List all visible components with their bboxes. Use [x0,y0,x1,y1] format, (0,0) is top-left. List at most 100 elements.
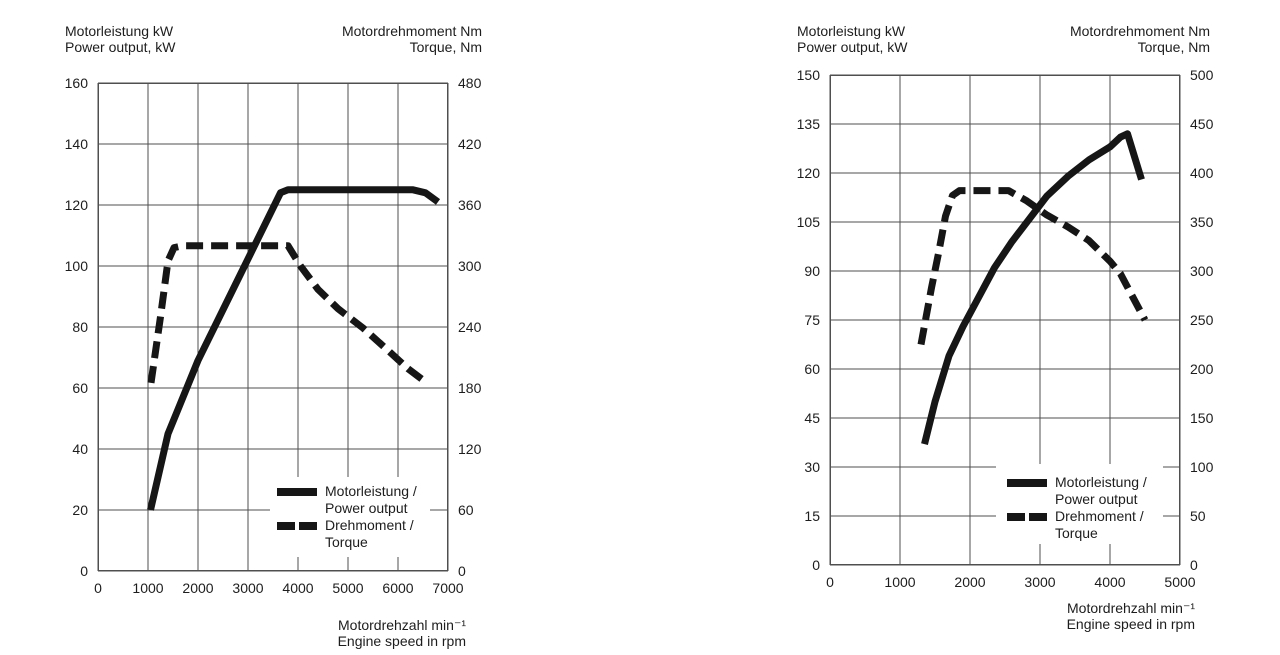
chart2-x-axis-title: Motordrehzahl min⁻¹ Engine speed in rpm [1067,600,1195,632]
x-axis-tick-label: 1000 [132,580,164,596]
dashed-line-swatch-icon [277,522,317,530]
left-axis-tick-label: 150 [796,67,820,83]
right-axis-tick-label: 350 [1190,214,1214,230]
legend-label-line: Motorleistung / [325,483,417,499]
legend-label-power: Motorleistung / Power output [1055,474,1147,508]
left-axis-tick-label: 15 [804,508,820,524]
left-axis-tick-label: 160 [64,75,88,91]
left-axis-tick-label: 60 [72,380,88,396]
right-axis-tick-label: 180 [458,380,482,396]
left-axis-tick-label: 40 [72,441,88,457]
chart2-legend: Motorleistung / Power output Drehmoment … [996,464,1163,544]
left-axis-tick-label: 80 [72,319,88,335]
axis-title-line: Motorleistung kW [797,23,906,39]
power-curve [147,186,441,511]
solid-line-swatch-icon [277,488,317,496]
right-axis-tick-label: 100 [1190,459,1214,475]
x-axis-tick-label: 0 [826,574,834,590]
x-axis-tick-label: 4000 [282,580,314,596]
right-axis-tick-label: 400 [1190,165,1214,181]
axis-title-line: Motordrehmoment Nm [341,23,482,39]
x-axis-tick-label: 0 [94,580,102,596]
left-axis-tick-label: 100 [64,258,88,274]
left-axis-tick-label: 0 [812,557,820,573]
x-axis-tick-label: 3000 [232,580,264,596]
legend-label-torque: Drehmoment / Torque [325,517,414,551]
axis-title-line: Power output, kW [797,39,908,55]
dashed-line-swatch-icon [1007,513,1047,521]
plot-border [830,75,1180,565]
right-axis-tick-label: 500 [1190,67,1214,83]
axis-title-line: Motorleistung kW [65,23,174,39]
x-axis-tick-label: 5000 [332,580,364,596]
right-axis-tick-label: 300 [458,258,482,274]
x-axis-tick-label: 1000 [884,574,916,590]
right-axis-tick-label: 120 [458,441,482,457]
axis-title-line: Torque, Nm [1137,39,1210,55]
chart1-legend: Motorleistung / Power output Drehmoment … [270,477,430,557]
chart1-left-axis-title: Motorleistung kW Power output, kW [65,23,176,55]
axis-title-line: Torque, Nm [409,39,482,55]
chart1-plot-area [97,82,449,572]
legend-item-power: Motorleistung / Power output [277,483,430,517]
right-axis-tick-label: 0 [1190,557,1198,573]
left-axis-tick-label: 45 [804,410,820,426]
legend-item-torque: Drehmoment / Torque [277,517,430,551]
x-axis-tick-label: 3000 [1024,574,1056,590]
legend-label-line: Drehmoment / [325,517,414,533]
left-axis-tick-label: 105 [796,214,820,230]
x-axis-tick-label: 6000 [382,580,414,596]
legend-label-torque: Drehmoment / Torque [1055,508,1144,542]
legend-item-power: Motorleistung / Power output [1007,474,1163,508]
right-axis-tick-label: 480 [458,75,482,91]
right-axis-tick-label: 240 [458,319,482,335]
right-axis-tick-label: 360 [458,197,482,213]
left-axis-tick-label: 20 [72,502,88,518]
chart2-right-axis-title: Motordrehmoment Nm Torque, Nm [1070,23,1210,55]
left-axis-tick-label: 135 [796,116,820,132]
right-axis-tick-label: 60 [458,502,474,518]
left-axis-tick-label: 75 [804,312,820,328]
axis-title-line: Engine speed in rpm [337,633,466,649]
chart2-left-axis-title: Motorleistung kW Power output, kW [797,23,908,55]
right-axis-tick-label: 0 [458,563,466,579]
axis-title-line: Motordrehzahl min⁻¹ [338,617,466,633]
left-axis-tick-label: 120 [64,197,88,213]
left-axis-tick-label: 90 [804,263,820,279]
legend-label-line: Torque [1055,525,1098,541]
x-axis-tick-label: 2000 [954,574,986,590]
left-axis-tick-label: 0 [80,563,88,579]
chart1-right-axis-title: Motordrehmoment Nm Torque, Nm [342,23,482,55]
axis-title-line: Engine speed in rpm [1066,616,1195,632]
legend-label-line: Power output [325,500,408,516]
right-axis-tick-label: 300 [1190,263,1214,279]
legend-label-line: Power output [1055,491,1138,507]
chart1-x-axis-title: Motordrehzahl min⁻¹ Engine speed in rpm [338,617,466,649]
legend-label-line: Drehmoment / [1055,508,1144,524]
left-axis-tick-label: 60 [804,361,820,377]
legend-label-line: Motorleistung / [1055,474,1147,490]
left-axis-tick-label: 120 [796,165,820,181]
solid-line-swatch-icon [1007,479,1047,487]
power-curve [921,130,1145,445]
axis-title-line: Motordrehzahl min⁻¹ [1067,600,1195,616]
x-axis-tick-label: 2000 [182,580,214,596]
legend-label-power: Motorleistung / Power output [325,483,417,517]
x-axis-tick-label: 5000 [1164,574,1196,590]
legend-label-line: Torque [325,534,368,550]
right-axis-tick-label: 50 [1190,508,1206,524]
right-axis-tick-label: 250 [1190,312,1214,328]
right-axis-tick-label: 200 [1190,361,1214,377]
torque-curve [147,242,428,385]
right-axis-tick-label: 420 [458,136,482,152]
plot-border [98,83,448,571]
axis-title-line: Power output, kW [65,39,176,55]
left-axis-tick-label: 30 [804,459,820,475]
x-axis-tick-label: 7000 [432,580,464,596]
torque-curve [917,187,1149,346]
left-axis-tick-label: 140 [64,136,88,152]
axis-title-line: Motordrehmoment Nm [1069,23,1210,39]
right-axis-tick-label: 450 [1190,116,1214,132]
legend-item-torque: Drehmoment / Torque [1007,508,1163,542]
